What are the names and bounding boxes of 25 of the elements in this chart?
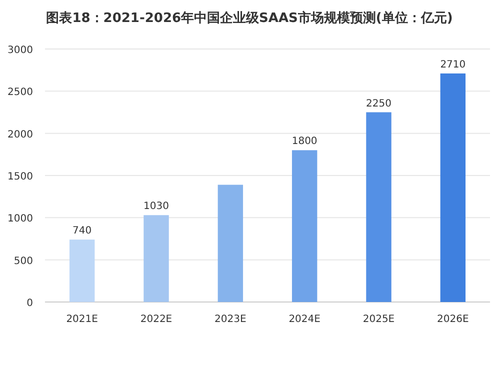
data-label: 2710 bbox=[440, 59, 466, 70]
x-tick-label: 2024E bbox=[288, 314, 320, 325]
x-tick-label: 2026E bbox=[437, 314, 469, 325]
x-tick-label: 2025E bbox=[362, 314, 395, 325]
x-tick-label: 2021E bbox=[66, 314, 98, 325]
data-label: 1800 bbox=[292, 136, 318, 148]
chart-title: 图表18：2021-2026年中国企业级SAAS市场规模预测(单位：亿元) bbox=[46, 10, 453, 26]
data-label: 2250 bbox=[366, 98, 392, 110]
bar bbox=[366, 112, 392, 302]
y-tick-label: 3000 bbox=[8, 45, 33, 56]
y-tick-label: 500 bbox=[14, 256, 33, 267]
y-tick-label: 2000 bbox=[8, 129, 33, 140]
y-tick-label: 2500 bbox=[8, 87, 33, 98]
bar bbox=[440, 73, 466, 302]
x-tick-label: 2023E bbox=[214, 314, 246, 325]
y-tick-label: 1500 bbox=[8, 172, 33, 182]
bar bbox=[69, 240, 95, 302]
bar bbox=[144, 215, 169, 302]
bar bbox=[218, 184, 244, 302]
x-tick-label: 2022E bbox=[140, 314, 172, 325]
data-label: 1030 bbox=[144, 201, 169, 212]
y-tick-label: 0 bbox=[26, 298, 33, 309]
data-label: 740 bbox=[72, 226, 92, 237]
y-tick-label: 1000 bbox=[8, 214, 33, 225]
bar bbox=[292, 150, 318, 302]
